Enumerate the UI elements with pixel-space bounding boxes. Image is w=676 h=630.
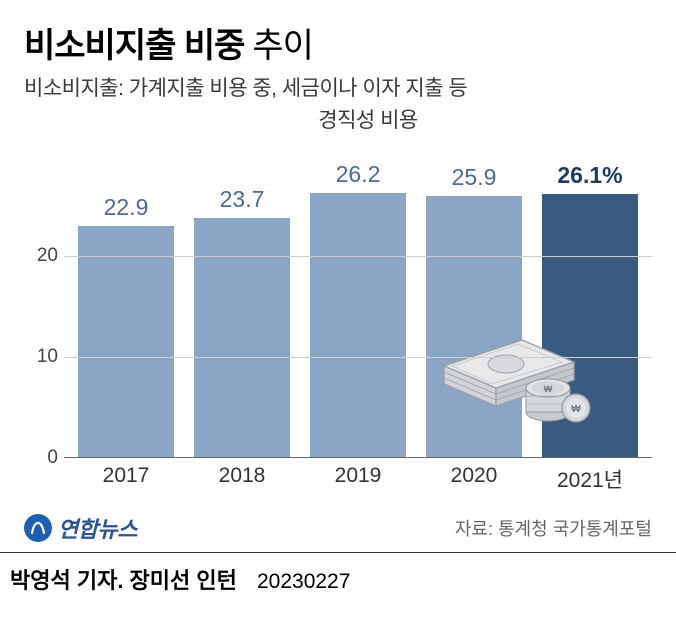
credit-date: 20230227: [257, 570, 350, 593]
y-tick-label: 10: [24, 346, 58, 368]
credit-authors: 박영석 기자. 장미선 인턴: [10, 568, 237, 593]
bar-chart: 22.923.726.225.926.1% ₩: [24, 140, 652, 500]
source-text: 자료: 통계청 국가통계포털: [455, 515, 652, 541]
gridline: [64, 357, 652, 358]
gridline: [64, 256, 652, 257]
bar-value-label: 26.1%: [542, 162, 638, 189]
publisher-logo: 연합뉴스: [24, 512, 137, 544]
bar: 26.2: [310, 193, 406, 457]
x-tick-label: 2019: [310, 464, 406, 488]
credit: 박영석 기자. 장미선 인턴 20230227: [0, 553, 676, 595]
bar-value-label: 23.7: [194, 186, 290, 213]
x-tick-label: 2020: [426, 464, 522, 488]
publisher-name: 연합뉴스: [58, 512, 137, 544]
bar-value-label: 25.9: [426, 164, 522, 191]
bar-value-label: 22.9: [78, 194, 174, 221]
subtitle-line1: 비소비지출: 가계지출 비용 중, 세금이나 이자 지출 등: [24, 75, 652, 103]
bar: 22.9: [78, 226, 174, 457]
footer: 연합뉴스 자료: 통계청 국가통계포털: [0, 500, 676, 553]
bar: 23.7: [194, 218, 290, 457]
logo-icon: [24, 514, 52, 542]
chart-title: 비소비지출 비중 추이: [24, 18, 652, 67]
bar: 25.9: [426, 196, 522, 457]
title-bold: 비소비지출 비중: [24, 18, 244, 67]
y-tick-label: 0: [24, 447, 58, 469]
x-tick-label: 2017: [78, 464, 174, 488]
y-tick-label: 20: [24, 245, 58, 267]
bar-value-label: 26.2: [310, 161, 406, 188]
x-tick-label: 2021년: [542, 464, 638, 494]
subtitle-line2: 경직성 비용: [24, 107, 652, 135]
title-light: 추이: [252, 18, 313, 67]
bar: 26.1%: [542, 194, 638, 457]
x-tick-label: 2018: [194, 464, 290, 488]
